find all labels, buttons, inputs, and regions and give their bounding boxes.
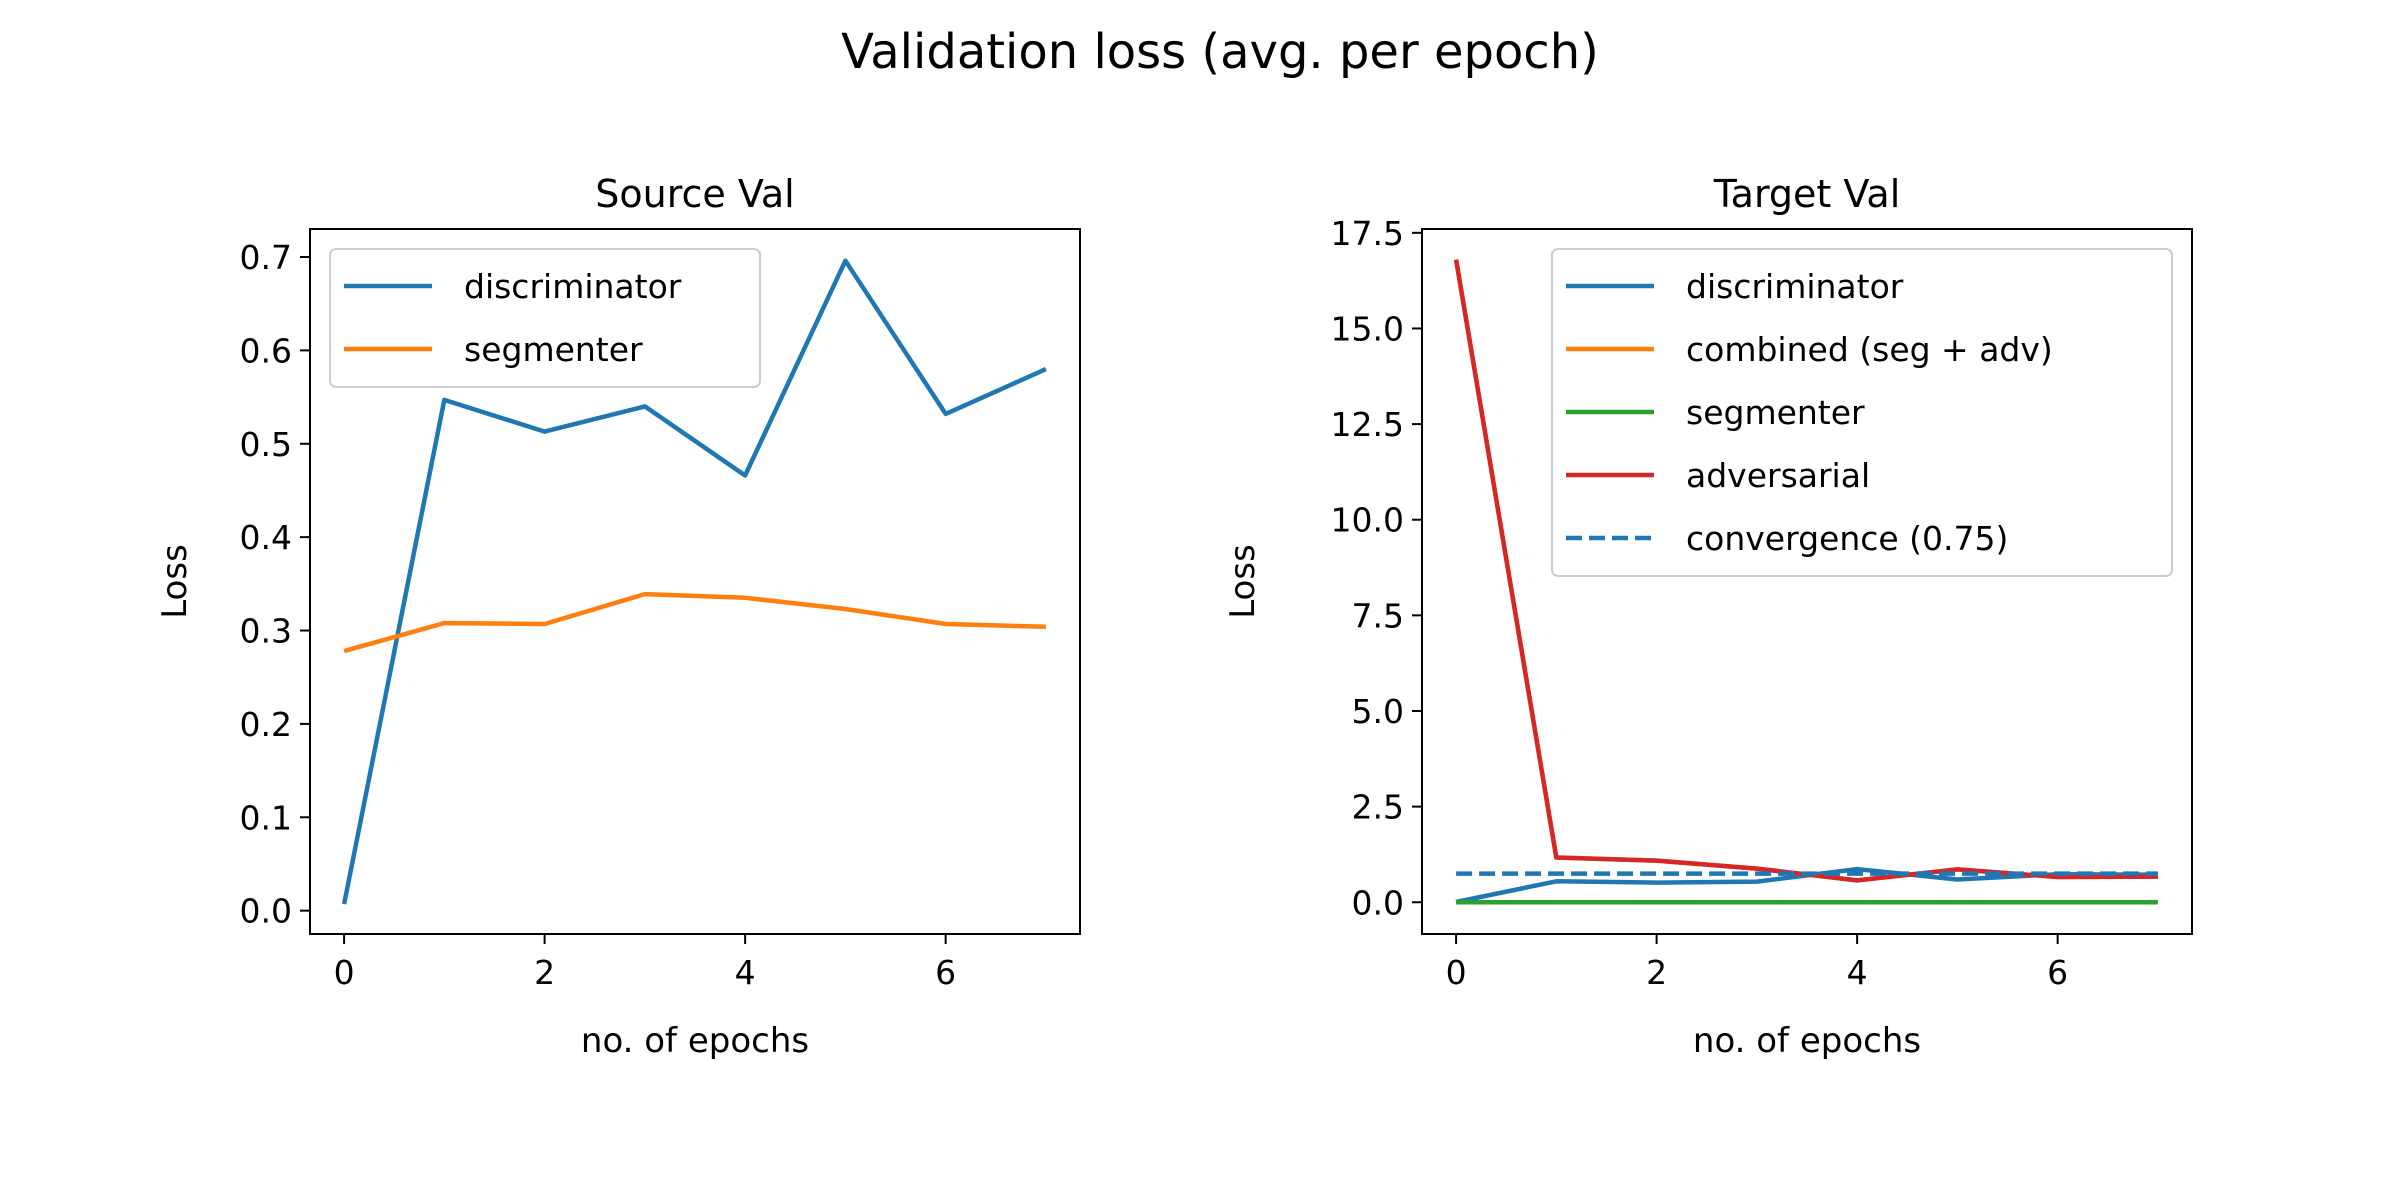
legend: discriminator combined (seg + adv) segment… xyxy=(1551,248,2173,577)
y-tick-label: 0.5 xyxy=(240,425,292,464)
x-tick-label: 6 xyxy=(2047,953,2068,992)
legend-label: segmenter xyxy=(464,330,643,369)
y-tick-label: 15.0 xyxy=(1331,309,1404,348)
plot-title: Source Val xyxy=(595,172,794,216)
plot-frame xyxy=(1421,228,2193,935)
legend-label: convergence (0.75) xyxy=(1686,519,2008,558)
target-val-plot: Target Val 0 2 4 6 0.0 2.5 5.0 7.5 10.0 12.5 15.0 17… xyxy=(1223,172,2193,1061)
x-tick-label: 4 xyxy=(1847,953,1868,992)
y-tick-label: 5.0 xyxy=(1352,692,1404,731)
figure-title: Validation loss (avg. per epoch) xyxy=(841,24,1599,80)
legend-label: segmenter xyxy=(1686,393,1865,432)
legend-box xyxy=(329,248,761,388)
y-tick-label: 0.1 xyxy=(240,798,292,837)
legend: discriminator segmenter xyxy=(329,248,761,388)
x-tick-label: 0 xyxy=(1446,953,1467,992)
y-tick-label: 0.0 xyxy=(1352,883,1404,922)
source-val-plot: Source Val 0 2 4 6 0.0 0.1 0.2 0.3 0.4 0.5 0.6 0.7 no… xyxy=(155,172,1081,1061)
y-tick-label: 0.0 xyxy=(240,892,292,931)
y-tick-label: 7.5 xyxy=(1352,596,1404,635)
y-tick-label: 0.4 xyxy=(240,518,292,557)
plot-title: Target Val xyxy=(1713,172,1901,216)
y-tick-label: 0.6 xyxy=(240,331,292,370)
x-tick-label: 2 xyxy=(534,953,555,992)
x-axis-label: no. of epochs xyxy=(1693,1021,1921,1061)
x-tick-label: 4 xyxy=(735,953,756,992)
legend-box xyxy=(1551,248,2173,577)
y-tick-label: 10.0 xyxy=(1331,501,1404,540)
y-tick-label: 0.3 xyxy=(240,612,292,651)
y-tick-label: 0.7 xyxy=(240,238,292,277)
y-tick-label: 0.2 xyxy=(240,705,292,744)
y-tick-label: 17.5 xyxy=(1331,214,1404,253)
x-tick-label: 6 xyxy=(935,953,956,992)
x-tick-label: 2 xyxy=(1646,953,1667,992)
legend-label: adversarial xyxy=(1686,456,1870,495)
plot-frame xyxy=(309,228,1081,935)
y-axis-label: Loss xyxy=(155,544,195,619)
y-tick-label: 2.5 xyxy=(1352,788,1404,827)
y-tick-label: 12.5 xyxy=(1331,405,1404,444)
y-axis-label: Loss xyxy=(1223,544,1263,619)
x-tick-label: 0 xyxy=(334,953,355,992)
series-line-segmenter xyxy=(343,591,1046,654)
legend-label: discriminator xyxy=(464,267,682,306)
x-axis-label: no. of epochs xyxy=(581,1021,809,1061)
legend-label: discriminator xyxy=(1686,267,1904,306)
legend-label: combined (seg + adv) xyxy=(1686,330,2053,369)
series-line-discriminator xyxy=(341,258,1047,905)
